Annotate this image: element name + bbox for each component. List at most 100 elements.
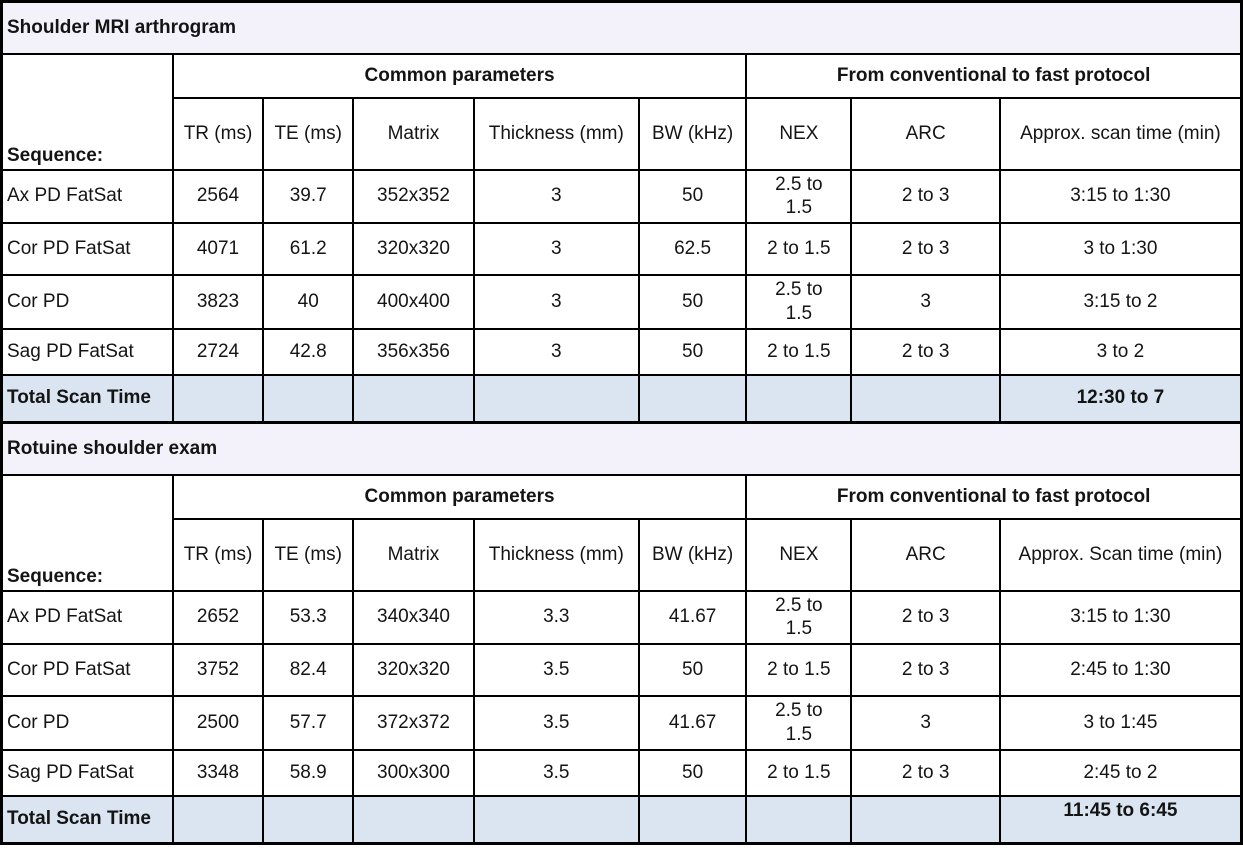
table-cell: 50	[637, 643, 748, 697]
table-cell: 3 to 1:30	[998, 222, 1243, 276]
total-scan-time-value: 12:30 to 7	[998, 373, 1243, 424]
table-cell: 2564	[171, 168, 265, 224]
column-header-te: TE (ms)	[262, 517, 355, 592]
table-cell: 2 to 1.5	[745, 222, 853, 276]
empty-cell	[472, 794, 640, 845]
table-cell: 62.5	[637, 222, 748, 276]
column-header-matrix: Matrix	[352, 96, 475, 171]
sequence-name-cell: Cor PD	[0, 695, 174, 751]
table-cell: 2 to 1.5	[745, 643, 853, 697]
table-row: Cor PD FatSat 4071 61.2 320x320 3 62.5 2…	[0, 222, 1243, 276]
column-header-scan-time: Approx. scan time (min)	[998, 96, 1243, 171]
table-cell: 2 to 3	[850, 168, 1001, 224]
column-header-te: TE (ms)	[262, 96, 355, 171]
table-cell: 3.5	[472, 643, 640, 697]
column-header-arc: ARC	[850, 96, 1001, 171]
table-cell: 3	[472, 222, 640, 276]
sequence-header: Sequence:	[0, 473, 174, 592]
empty-cell	[171, 794, 265, 845]
column-header-bw: BW (kHz)	[637, 517, 748, 592]
sequence-name-cell: Ax PD FatSat	[0, 168, 174, 224]
table-cell: 400x400	[352, 274, 475, 330]
table-cell: 2:45 to 2	[998, 748, 1243, 797]
table-cell: 2 to 3	[850, 222, 1001, 276]
table-cell: 3	[472, 168, 640, 224]
table-cell: 320x320	[352, 643, 475, 697]
table-cell: 2 to 3	[850, 327, 1001, 376]
table-cell: 3	[850, 695, 1001, 751]
total-scan-time-label: Total Scan Time	[0, 794, 174, 845]
table-cell: 41.67	[637, 695, 748, 751]
total-row: Total Scan Time 12:30 to 7	[0, 373, 1243, 424]
protocol-table-routine: Rotuine shoulder exam Sequence: Common p…	[0, 421, 1243, 845]
table-row: Cor PD FatSat 3752 82.4 320x320 3.5 50 2…	[0, 643, 1243, 697]
empty-cell	[472, 373, 640, 424]
table-cell: 3:15 to 2	[998, 274, 1243, 330]
empty-cell	[171, 373, 265, 424]
table-cell: 2724	[171, 327, 265, 376]
table-cell: 3 to 1:45	[998, 695, 1243, 751]
table-cell: 3823	[171, 274, 265, 330]
sequence-name-cell: Sag PD FatSat	[0, 748, 174, 797]
table-cell: 356x356	[352, 327, 475, 376]
table-cell: 3.3	[472, 589, 640, 645]
table-cell: 40	[262, 274, 355, 330]
table-cell: 340x340	[352, 589, 475, 645]
table-cell: 4071	[171, 222, 265, 276]
table-cell: 58.9	[262, 748, 355, 797]
table-cell: 320x320	[352, 222, 475, 276]
column-header-matrix: Matrix	[352, 517, 475, 592]
column-header-bw: BW (kHz)	[637, 96, 748, 171]
table-cell: 57.7	[262, 695, 355, 751]
table-cell: 50	[637, 168, 748, 224]
table-cell: 2:45 to 1:30	[998, 643, 1243, 697]
table-cell: 2 to 3	[850, 748, 1001, 797]
sequence-name-cell: Cor PD FatSat	[0, 222, 174, 276]
table-row: Ax PD FatSat 2564 39.7 352x352 3 50 2.5 …	[0, 168, 1243, 224]
group-header-row: Sequence: Common parameters From convent…	[0, 52, 1243, 171]
total-row: Total Scan Time 11:45 to 6:45	[0, 794, 1243, 845]
table-cell: 3752	[171, 643, 265, 697]
table-cell: 3:15 to 1:30	[998, 589, 1243, 645]
column-header-tr: TR (ms)	[171, 517, 265, 592]
column-header-thickness: Thickness (mm)	[472, 517, 640, 592]
group-header-fast: From conventional to fast protocol	[745, 52, 1243, 99]
empty-cell	[262, 794, 355, 845]
column-header-scan-time: Approx. Scan time (min)	[998, 517, 1243, 592]
empty-cell	[637, 794, 748, 845]
table-row: Sag PD FatSat 2724 42.8 356x356 3 50 2 t…	[0, 327, 1243, 376]
group-header-common: Common parameters	[171, 52, 748, 99]
table-row: Sag PD FatSat 3348 58.9 300x300 3.5 50 2…	[0, 748, 1243, 797]
table-cell: 3.5	[472, 695, 640, 751]
table-cell: 3:15 to 1:30	[998, 168, 1243, 224]
empty-cell	[745, 373, 853, 424]
table-cell: 2.5 to 1.5	[745, 274, 853, 330]
column-header-tr: TR (ms)	[171, 96, 265, 171]
column-header-arc: ARC	[850, 517, 1001, 592]
table-title: Rotuine shoulder exam	[0, 421, 1243, 476]
protocol-table-arthrogram: Shoulder MRI arthrogram Sequence: Common…	[0, 0, 1243, 424]
table-cell: 61.2	[262, 222, 355, 276]
table-cell: 53.3	[262, 589, 355, 645]
sequence-header: Sequence:	[0, 52, 174, 171]
table-title-row: Rotuine shoulder exam	[0, 421, 1243, 476]
table-cell: 50	[637, 748, 748, 797]
table-cell: 42.8	[262, 327, 355, 376]
empty-cell	[745, 794, 853, 845]
column-header-thickness: Thickness (mm)	[472, 96, 640, 171]
table-cell: 2 to 1.5	[745, 327, 853, 376]
table-row: Cor PD 2500 57.7 372x372 3.5 41.67 2.5 t…	[0, 695, 1243, 751]
table-cell: 352x352	[352, 168, 475, 224]
column-header-row: TR (ms) TE (ms) Matrix Thickness (mm) BW…	[2, 517, 1243, 592]
table-title-row: Shoulder MRI arthrogram	[0, 0, 1243, 55]
table-cell: 82.4	[262, 643, 355, 697]
table-cell: 2.5 to 1.5	[745, 695, 853, 751]
sequence-name-cell: Sag PD FatSat	[0, 327, 174, 376]
table-cell: 50	[637, 327, 748, 376]
table-cell: 3	[472, 274, 640, 330]
table-cell: 39.7	[262, 168, 355, 224]
table-cell: 3	[850, 274, 1001, 330]
total-scan-time-value: 11:45 to 6:45	[998, 794, 1243, 845]
table-cell: 41.67	[637, 589, 748, 645]
